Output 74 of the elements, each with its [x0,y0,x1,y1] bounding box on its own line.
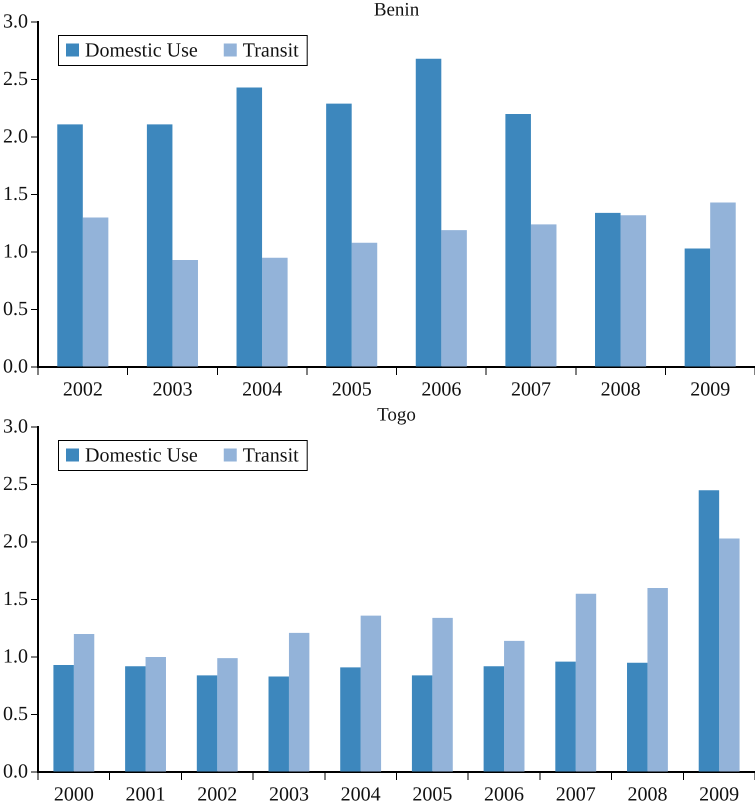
y-tick-label: 2.5 [3,472,28,495]
bar [555,662,576,772]
x-tick-label: 2003 [152,378,192,400]
bar [620,215,646,366]
y-tick-label: 1.0 [3,645,28,668]
y-tick-label: 2.5 [3,68,28,90]
y-tick-label: 2.0 [3,530,28,552]
x-tick-label: 2005 [332,378,372,400]
bar [288,632,310,772]
bar [719,538,740,772]
bar [710,202,736,366]
bar [505,114,531,366]
x-tick-label: 2003 [268,783,309,806]
bar [484,666,504,772]
bar [441,230,467,366]
bar [360,616,382,772]
x-tick-label: 2009 [690,378,730,400]
x-tick-label: 2007 [510,378,551,400]
bar [504,640,524,772]
y-tick-label: 1.0 [3,240,28,262]
bar [340,667,361,772]
legend-label: Transit [242,39,300,62]
x-tick-label: 2002 [62,378,103,400]
bar [146,657,166,772]
legend-label: Domestic Use [85,444,198,466]
x-tick-label: 2005 [412,783,452,806]
y-tick-label: 3.0 [3,10,28,32]
legend-label: Transit [242,444,300,466]
x-tick-label: 2002 [197,783,238,806]
y-tick-label: 1.5 [3,182,28,205]
bar [416,58,442,366]
bar [326,104,352,366]
bar [432,618,453,772]
bar [268,676,289,772]
bar [352,242,378,366]
bar [412,675,432,772]
bar [576,594,596,772]
bar [172,260,198,366]
bar [125,666,146,772]
x-tick-label: 2006 [421,378,462,400]
y-tick-label: 1.5 [3,588,28,610]
bar [53,665,74,772]
y-tick-label: 0.5 [3,298,28,320]
bar [698,490,720,772]
x-tick-label: 2007 [556,783,596,806]
bar [146,124,172,366]
y-tick-label: 3.0 [3,415,28,438]
x-tick-label: 2004 [242,378,282,400]
chart-title: Benin [374,0,420,20]
x-tick-label: 2001 [126,783,166,806]
x-tick-label: 2009 [699,783,740,806]
bar [236,88,262,366]
bar [262,258,288,366]
chart-title: Togo [377,404,416,426]
bar [82,218,108,366]
bar [595,212,621,366]
y-tick-label: 0.5 [3,702,28,725]
bar [57,124,83,366]
bar [684,248,710,366]
x-tick-label: 2008 [600,378,641,400]
bar [74,634,94,772]
bar [647,588,668,772]
bar [530,224,556,366]
legend-label: Domestic Use [85,39,198,62]
bar [627,662,648,772]
x-tick-label: 2000 [54,783,94,806]
x-tick-label: 2004 [340,783,381,806]
y-tick-label: 0.0 [3,355,28,378]
x-tick-label: 2006 [484,783,524,806]
bar [196,675,218,772]
y-tick-label: 2.0 [3,125,28,148]
x-tick-label: 2008 [627,783,668,806]
y-tick-label: 0.0 [3,760,28,782]
bar [217,658,238,772]
